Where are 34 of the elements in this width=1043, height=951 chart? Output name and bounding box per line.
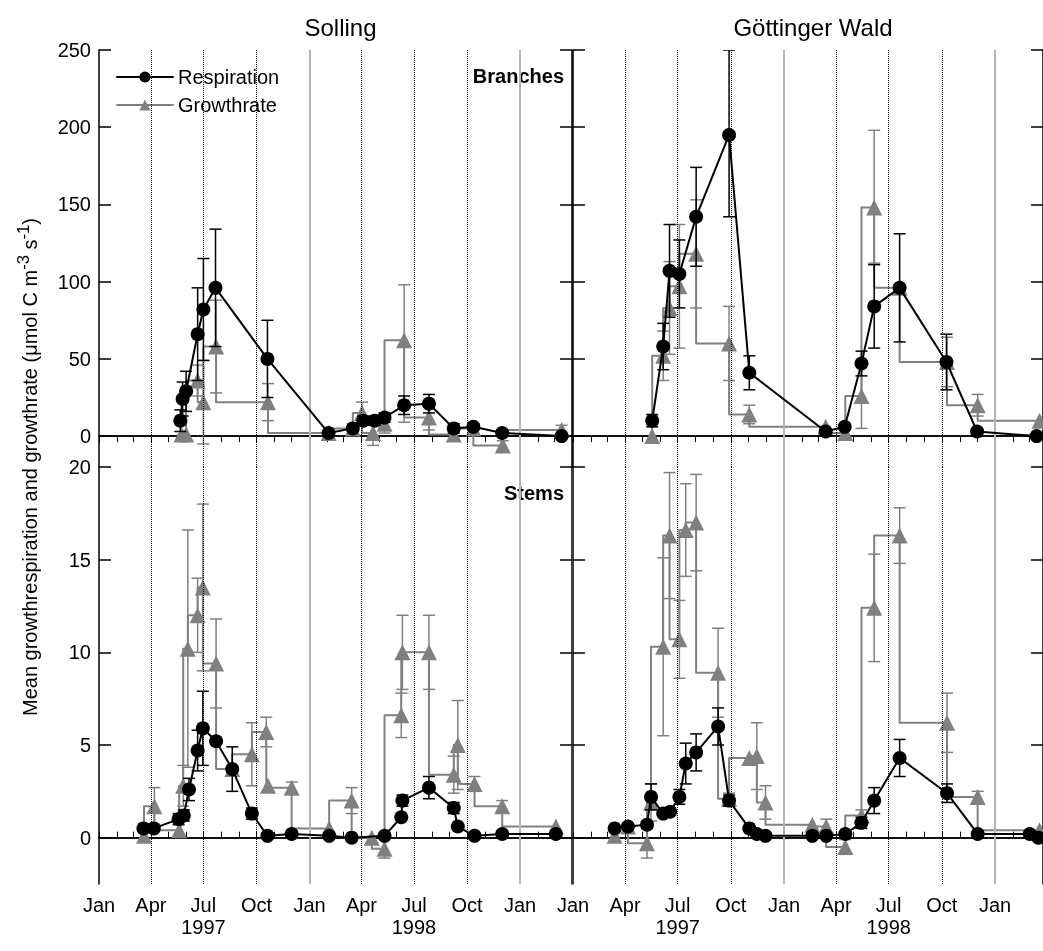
- x-tick-label: Oct: [240, 894, 273, 916]
- x-tick-label: Jan: [556, 894, 590, 916]
- x-tick-label: Oct: [715, 894, 747, 916]
- x-tick-label: Oct: [926, 894, 958, 916]
- chart-title: Solling: [304, 13, 377, 41]
- x-tick-label: Jul 1998: [391, 894, 437, 938]
- x-tick-label: Jan: [293, 894, 326, 916]
- x-tick-label: Jul 1998: [866, 894, 911, 938]
- x-tick-label: Oct: [451, 894, 484, 916]
- x-tick-label: Jan: [767, 894, 801, 916]
- y-tick-label: 50: [68, 347, 91, 370]
- x-tick-label: Apr: [609, 894, 641, 916]
- y-tick-label: 250: [57, 39, 91, 61]
- y-tick-label: 0: [79, 826, 91, 849]
- legend-label: Respiration: [178, 66, 280, 88]
- y-tick-label: 150: [57, 193, 91, 216]
- x-tick-label: Jan: [503, 894, 537, 916]
- y-tick-label: 0: [79, 425, 91, 448]
- y-tick-label: 10: [68, 641, 91, 664]
- x-tick-label: Apr: [820, 894, 852, 916]
- x-tick-label: Apr: [135, 894, 167, 916]
- y-tick-label: 5: [79, 734, 91, 756]
- x-tick-label: Jul 1997: [181, 894, 226, 938]
- chart-title: Göttinger Wald: [733, 13, 893, 41]
- x-tick-label: Apr: [345, 894, 378, 916]
- y-tick-label: 15: [68, 548, 91, 571]
- y-tick-label: 100: [57, 270, 91, 293]
- annotation: Branches: [472, 65, 564, 87]
- x-tick-label: Jul 1997: [655, 894, 700, 938]
- y-tick-label: 20: [68, 456, 91, 478]
- y-tick-label: 200: [57, 116, 91, 139]
- legend-label: Growthrate: [178, 94, 277, 116]
- x-tick-label: Jan: [978, 894, 1012, 916]
- x-tick-label: Jan: [82, 894, 116, 916]
